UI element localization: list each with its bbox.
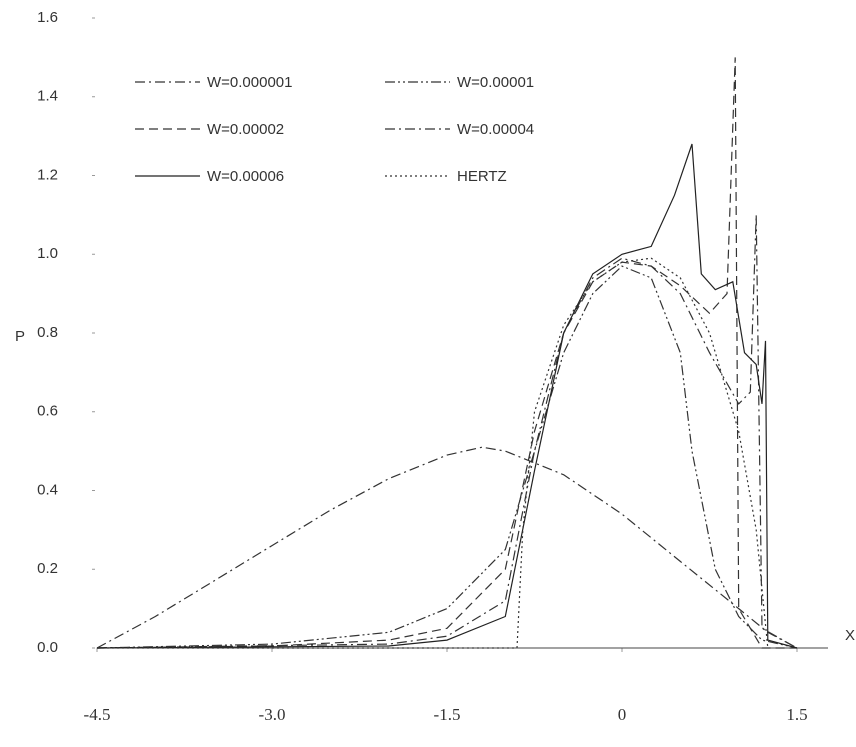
legend-label: W=0.00004: [457, 121, 534, 138]
y-tick-label: 0.6: [37, 403, 58, 420]
series-line: [97, 257, 769, 649]
y-tick-label: 0.4: [37, 481, 58, 498]
x-tick-label: -1.5: [434, 705, 461, 724]
series-line: [96, 265, 798, 649]
x-tick-label: -4.5: [84, 705, 111, 724]
y-tick-label: 0.0: [37, 639, 58, 656]
y-axis-label: P: [15, 328, 25, 345]
x-axis-label: X: [845, 627, 855, 644]
y-tick-label: 0.8: [37, 324, 58, 341]
y-tick-label: 1.2: [37, 166, 58, 183]
x-tick-label: 1.5: [786, 705, 807, 724]
y-tick-label: 1.4: [37, 88, 58, 105]
y-tick-label: 0.2: [37, 560, 58, 577]
x-tick-label: 0: [618, 705, 627, 724]
series-line: [96, 143, 798, 649]
legend-label: HERTZ: [457, 168, 507, 185]
legend-label: W=0.00001: [457, 74, 534, 91]
y-tick-label: 1.6: [37, 9, 58, 26]
legend-label: W=0.00006: [207, 168, 284, 185]
series-line: [96, 446, 798, 649]
legend-label: W=0.00002: [207, 121, 284, 138]
y-tick-label: 1.0: [37, 245, 58, 262]
series-line: [96, 214, 798, 649]
x-tick-label: -3.0: [259, 705, 286, 724]
legend-label: W=0.000001: [207, 74, 292, 91]
